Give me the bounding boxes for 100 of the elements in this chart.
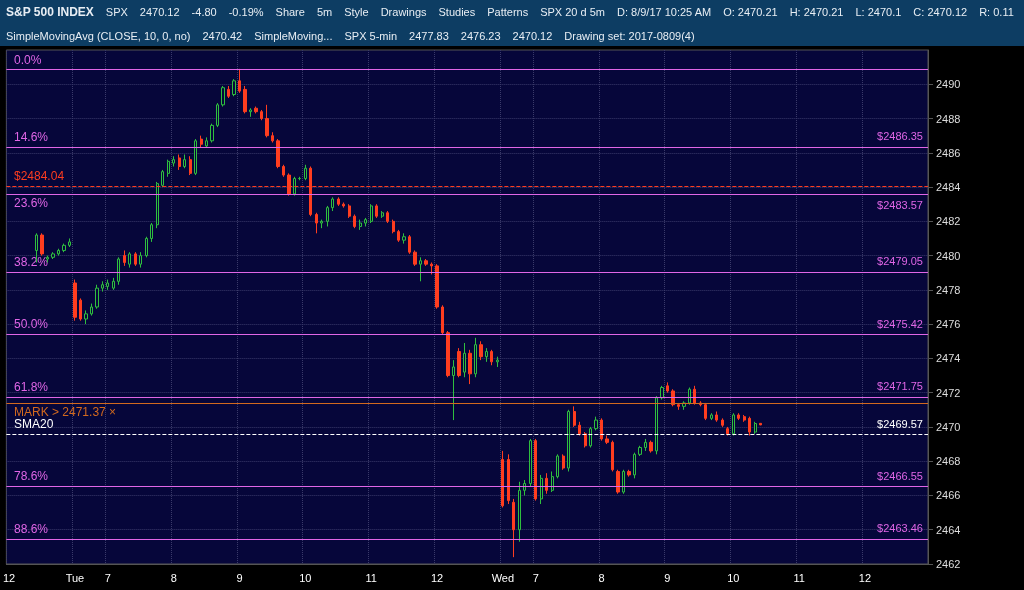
candlestick — [748, 416, 751, 436]
candlestick — [117, 256, 120, 286]
text: SPX 5-min — [344, 29, 398, 42]
annotation: $2484.04 — [14, 169, 65, 184]
candlestick — [331, 196, 334, 212]
candlestick — [227, 85, 230, 99]
candlestick — [584, 431, 587, 448]
candlestick — [337, 196, 340, 207]
text: D: 8/9/17 10:25 AM — [617, 5, 712, 18]
candlestick — [381, 210, 384, 219]
x-tick-label: 12 — [430, 571, 444, 584]
candlestick — [737, 412, 740, 421]
y-tick-label: 2488 — [936, 112, 961, 125]
annotation: 23.6% — [14, 196, 49, 211]
text: 2477.83 — [409, 29, 449, 42]
candlestick — [611, 440, 614, 472]
annotation: MARK > 2471.37 × — [14, 405, 117, 420]
candlestick — [490, 349, 493, 366]
candlestick — [200, 135, 203, 149]
candlestick — [238, 68, 241, 94]
ref-line-label: $2466.55 — [877, 469, 923, 482]
candlestick — [754, 421, 757, 435]
candlestick — [276, 138, 280, 169]
y-tick-label: 2486 — [936, 146, 961, 159]
candlestick — [210, 123, 214, 144]
candlestick — [293, 176, 296, 197]
candlestick — [90, 303, 93, 317]
candlestick — [402, 232, 406, 245]
text: 2470.12 — [512, 29, 553, 42]
text: R: 0.11 — [979, 5, 1014, 18]
candlestick — [40, 232, 44, 257]
candlestick — [123, 249, 126, 267]
candlestick — [392, 219, 395, 234]
candlestick — [359, 219, 362, 231]
ref-line-label: $2471.75 — [877, 380, 923, 393]
candlestick — [594, 416, 598, 431]
candlestick — [178, 154, 181, 171]
candlestick — [51, 251, 55, 260]
candlestick — [232, 78, 236, 97]
candlestick — [84, 309, 88, 325]
x-tick-label: Wed — [491, 571, 515, 584]
candlestick — [732, 412, 735, 436]
candlestick — [468, 349, 472, 385]
candlestick — [304, 164, 307, 181]
text: C: 2470.12 — [913, 5, 968, 18]
candlestick — [419, 256, 422, 282]
candlestick — [523, 479, 526, 496]
text: 2470.42 — [202, 29, 243, 42]
candlestick — [496, 356, 499, 368]
x-tick-label: 7 — [532, 571, 539, 584]
candlestick — [485, 347, 488, 363]
candlestick — [578, 421, 581, 436]
candlestick — [479, 340, 483, 361]
candlestick — [721, 417, 724, 428]
candlestick — [655, 395, 658, 455]
text: Patterns — [487, 5, 529, 18]
candlestick — [573, 405, 576, 428]
candlestick — [315, 212, 318, 234]
y-tick-label: 2474 — [936, 352, 961, 365]
candlestick — [715, 411, 718, 423]
text: L: 2470.1 — [855, 5, 902, 18]
candlestick — [79, 297, 82, 322]
x-tick-label: 9 — [236, 571, 243, 584]
candlestick — [145, 236, 148, 258]
candlestick — [457, 347, 461, 378]
candlestick — [194, 138, 197, 176]
candlestick — [189, 155, 192, 176]
text: SimpleMoving... — [254, 29, 333, 42]
candlestick — [441, 304, 444, 335]
annotation: 61.8% — [14, 379, 49, 394]
y-tick-label: 2476 — [936, 318, 961, 331]
candlestick — [726, 426, 729, 436]
candlestick — [710, 412, 713, 421]
text: Share — [275, 5, 305, 18]
annotation: 38.2% — [14, 254, 49, 269]
y-tick-label: 2478 — [936, 283, 961, 296]
candlestick — [430, 261, 433, 275]
candlestick — [534, 438, 537, 502]
text: SPX — [105, 5, 128, 18]
candlestick — [540, 474, 543, 505]
candlestick — [353, 213, 356, 229]
candlestick — [370, 203, 373, 224]
candlestick — [529, 438, 532, 488]
annotation: 88.6% — [14, 521, 49, 536]
candlestick — [660, 385, 664, 401]
candlestick — [46, 255, 49, 263]
candlestick — [693, 385, 696, 406]
text: -0.19% — [228, 5, 264, 18]
candlestick — [326, 205, 329, 227]
text: O: 2470.21 — [723, 5, 778, 18]
candlestick — [156, 181, 159, 229]
candlestick — [249, 107, 252, 118]
candlestick — [633, 452, 636, 479]
candlestick — [666, 381, 669, 394]
candlestick — [348, 203, 351, 219]
candlestick — [320, 219, 323, 229]
x-tick-label: 11 — [365, 571, 377, 584]
candlestick — [501, 450, 504, 508]
candlestick — [408, 234, 411, 255]
ref-line-label: $2469.57 — [877, 417, 923, 430]
